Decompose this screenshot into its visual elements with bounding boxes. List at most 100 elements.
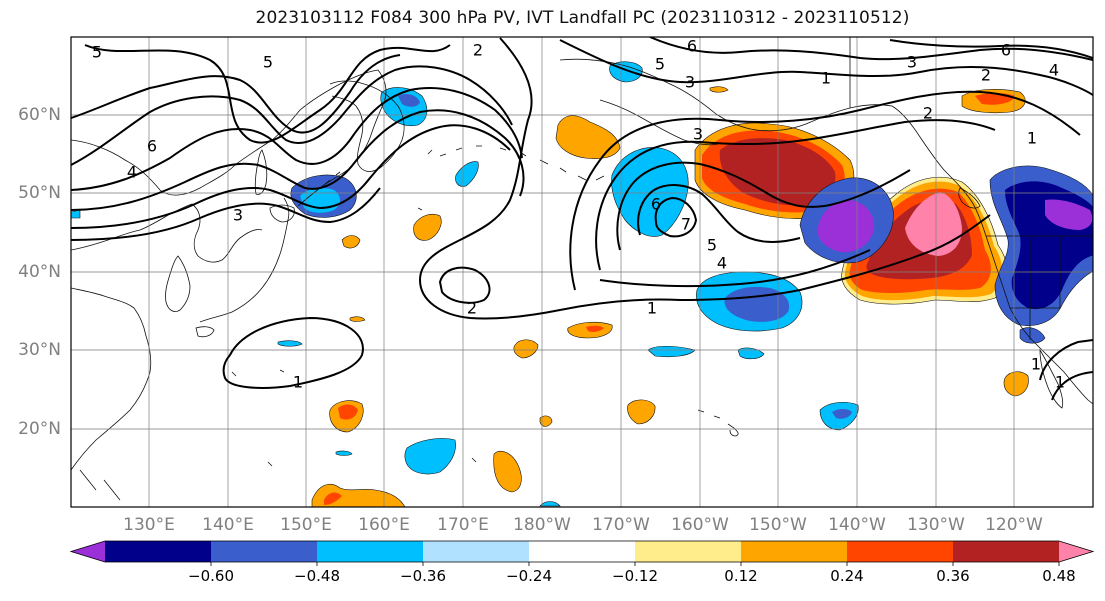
contour-labels: 5 5 6 4 3 2 6 5 3 1 2 1 6 4 2 3 6 7 5 4 xyxy=(92,37,1065,392)
colorbar-tick-label: 0.24 xyxy=(830,567,863,585)
negative-anomaly xyxy=(611,147,689,237)
pv-contour xyxy=(1051,371,1093,401)
pv-contour xyxy=(71,124,511,229)
gridlines xyxy=(71,37,1093,507)
colorbar-tick-label: 0.12 xyxy=(724,567,757,585)
coastline-sakhalin xyxy=(254,149,268,195)
pv-contour xyxy=(418,37,991,320)
colorbar-segment xyxy=(635,541,742,562)
colorbar-outline xyxy=(69,540,1095,563)
colorbar-segment xyxy=(71,541,105,562)
coastline-japan xyxy=(195,326,215,338)
coastline-aleutians xyxy=(439,145,605,181)
colorbar-tick-label: 0.36 xyxy=(936,567,969,585)
lon-label: 170°W xyxy=(592,515,650,535)
contour-label: 1 xyxy=(293,373,303,392)
positive-anomaly xyxy=(1003,371,1029,397)
lat-label: 50°N xyxy=(18,183,61,203)
pv-contour xyxy=(569,90,1081,291)
lon-label: 140°E xyxy=(202,515,254,535)
colorbar-segment xyxy=(529,541,636,562)
negative-anomaly xyxy=(737,347,765,360)
colorbar-tick-label: −0.24 xyxy=(506,567,552,585)
lat-label: 20°N xyxy=(18,419,61,439)
colorbar-segment xyxy=(741,541,848,562)
lat-label: 40°N xyxy=(18,262,61,282)
pv-contour xyxy=(649,37,1093,61)
positive-anomaly xyxy=(905,192,962,256)
contour-label: 6 xyxy=(1001,41,1011,60)
lon-label: 170°E xyxy=(437,515,489,535)
colorbar-tick-label: −0.12 xyxy=(612,567,658,585)
coastline-northamerica xyxy=(891,105,1093,405)
contour-label: 2 xyxy=(981,66,991,85)
positive-anomaly xyxy=(341,235,361,249)
pv-contours xyxy=(71,37,1093,401)
figure-title: 2023103112 F084 300 hPa PV, IVT Landfall… xyxy=(255,8,910,28)
pv-contour xyxy=(595,119,996,271)
contour-label: 6 xyxy=(687,37,697,56)
lon-label: 180°W xyxy=(513,515,571,535)
pv-contour xyxy=(71,87,523,191)
contour-label: 2 xyxy=(473,41,483,60)
lon-label: 160°W xyxy=(671,515,729,535)
contour-label: 2 xyxy=(923,104,933,123)
pv-contour xyxy=(637,184,801,243)
coastline-vancouver xyxy=(958,187,981,209)
positive-anomaly xyxy=(338,404,358,420)
coastline-asia xyxy=(71,69,387,196)
coastline-japan xyxy=(269,204,295,223)
coastline-hawaii xyxy=(697,409,739,437)
lon-label: 140°W xyxy=(828,515,886,535)
negative-anomaly xyxy=(817,200,875,253)
contour-label: 1 xyxy=(1027,129,1037,148)
negative-anomaly xyxy=(1019,327,1046,344)
contour-label: 4 xyxy=(1049,61,1059,80)
positive-anomaly xyxy=(555,115,621,159)
coastline-kamchatka xyxy=(329,80,405,172)
colorbar-segment xyxy=(105,541,212,562)
negative-anomaly xyxy=(832,409,852,419)
pv-contour xyxy=(71,187,381,241)
positive-anomaly xyxy=(709,86,729,93)
lon-label: 130°W xyxy=(907,515,965,535)
contour-label: 6 xyxy=(147,137,157,156)
lon-label: 120°W xyxy=(985,515,1043,535)
pv-contour xyxy=(559,39,1093,96)
contour-label: 3 xyxy=(907,53,917,72)
lat-label: 30°N xyxy=(18,340,61,360)
lon-label: 150°W xyxy=(749,515,807,535)
pv-contour xyxy=(599,249,871,288)
pv-contour xyxy=(71,109,525,211)
colorbar: −0.60 −0.48 −0.36 −0.24 −0.12 0.12 0.24 0.36 0.4… xyxy=(69,540,1095,585)
contour-label: 1 xyxy=(1031,355,1041,374)
map-plot-area: 5 5 6 4 3 2 6 5 3 1 2 1 6 4 2 3 6 7 5 4 xyxy=(71,37,1093,507)
pv-contour xyxy=(438,266,491,304)
pv-contour xyxy=(889,39,1093,59)
contour-label: 1 xyxy=(821,69,831,88)
negative-anomaly xyxy=(335,450,353,456)
positive-anomaly xyxy=(586,325,604,332)
coastline-asia xyxy=(71,203,263,263)
contour-label: 6 xyxy=(651,195,661,214)
pv-contour xyxy=(1039,339,1093,381)
contour-label: 2 xyxy=(467,299,477,318)
positive-anomaly xyxy=(493,451,522,493)
contour-label: 4 xyxy=(127,163,137,182)
lat-labels: 60°N 50°N 40°N 30°N 20°N xyxy=(18,105,61,439)
contour-label: 5 xyxy=(707,236,717,255)
coastline-kurils xyxy=(297,171,341,207)
negative-anomaly xyxy=(404,438,456,475)
pv-contour xyxy=(71,54,401,134)
pv-contour xyxy=(222,316,364,389)
positive-anomaly xyxy=(513,339,539,359)
contour-label: 5 xyxy=(263,53,273,72)
colorbar-tick-label: −0.36 xyxy=(400,567,446,585)
pv-contour xyxy=(616,161,911,251)
lat-label: 60°N xyxy=(18,105,61,125)
negative-anomaly xyxy=(398,94,420,107)
contour-label: 3 xyxy=(685,73,695,92)
colorbar-segment xyxy=(423,541,530,562)
